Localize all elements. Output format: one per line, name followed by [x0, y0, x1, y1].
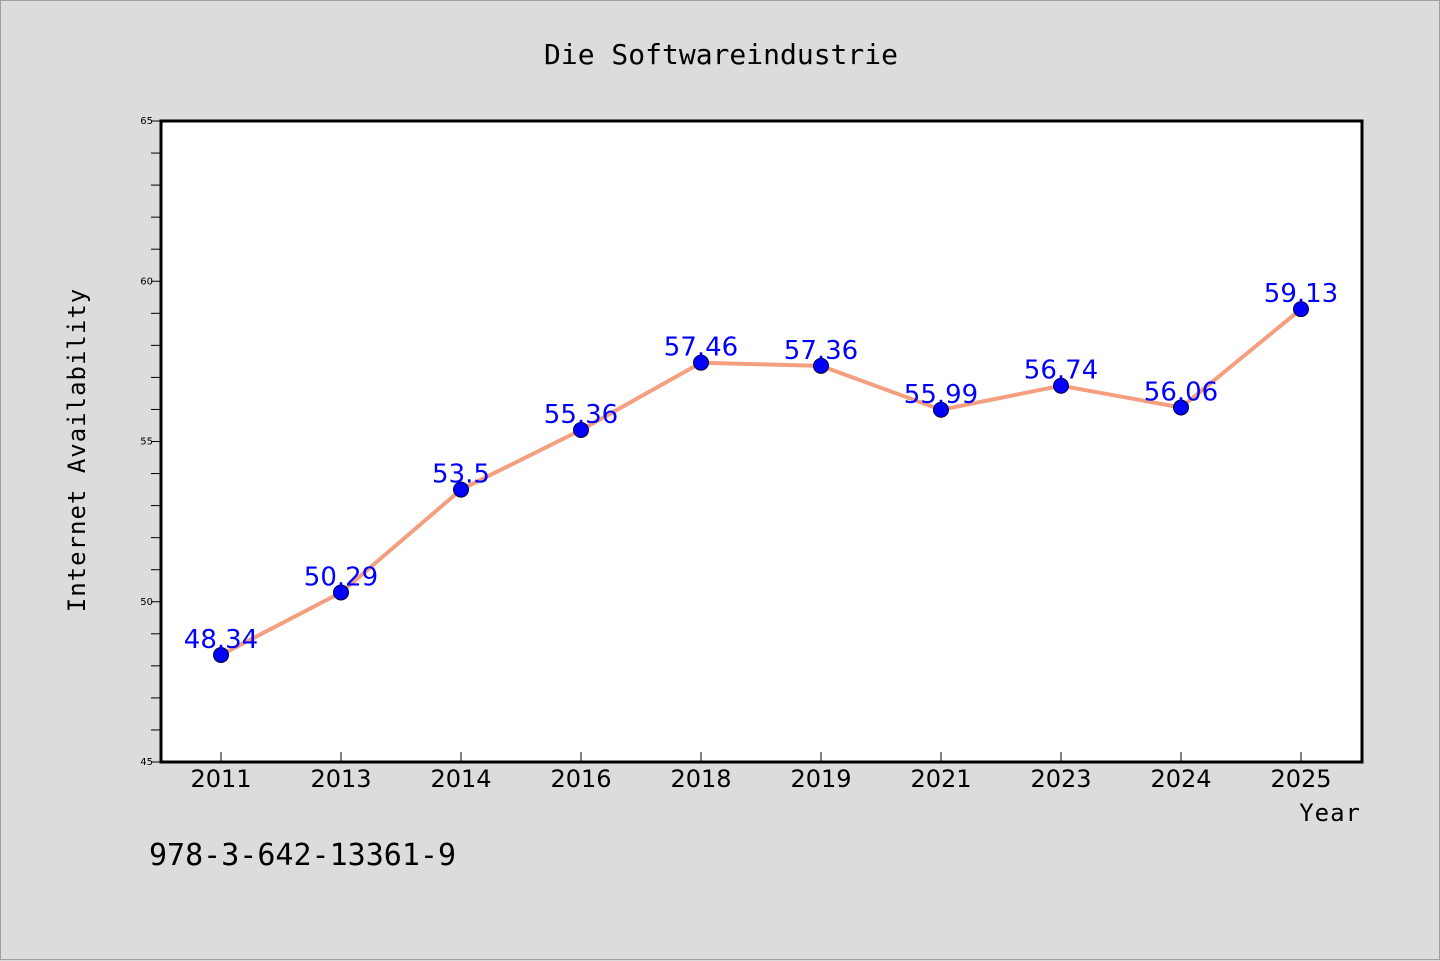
x-tick-label: 2011	[190, 765, 251, 793]
data-label: 55.36	[544, 400, 618, 430]
data-label: 56.06	[1144, 378, 1218, 408]
y-tick-label: 65	[140, 116, 153, 127]
x-tick-label: 2021	[910, 765, 971, 793]
y-tick-label: 45	[140, 757, 153, 768]
data-label: 56.74	[1024, 356, 1098, 386]
y-tick-label: 55	[140, 437, 153, 448]
data-point-marker	[213, 646, 229, 663]
series-line	[219, 307, 1303, 657]
data-label: 50.29	[304, 562, 378, 592]
y-axis-ticks	[151, 120, 161, 763]
chart-title: Die Softwareindustrie	[544, 38, 898, 71]
series-markers	[213, 301, 1309, 663]
x-axis-label: Year	[1299, 799, 1361, 827]
data-point-marker	[933, 401, 949, 418]
plot-area	[161, 121, 1362, 762]
data-point-marker	[1293, 301, 1309, 318]
data-label: 53.5	[432, 460, 490, 490]
data-label: 57.36	[784, 336, 858, 366]
y-tick-label: 60	[140, 276, 153, 287]
x-tick-label: 2019	[790, 765, 851, 793]
x-tick-label: 2024	[1150, 765, 1211, 793]
x-tick-label: 2023	[1030, 765, 1091, 793]
data-label: 48.34	[184, 625, 258, 655]
data-point-marker	[1053, 377, 1069, 394]
data-point-marker	[573, 421, 589, 438]
data-labels: 48.34 50.29 53.5 55.36 57.46 57.36 55.99 56.74 5…	[184, 279, 1338, 655]
y-axis-label: Internet Availability	[63, 288, 91, 612]
y-axis-tick-labels: 45 50 55 60 65	[140, 116, 153, 768]
x-tick-label: 2025	[1270, 765, 1331, 793]
x-axis-tick-labels: 2011 2013 2014 2016 2018 2019 2021 2023 2024 2025	[190, 765, 1331, 793]
x-tick-label: 2014	[430, 765, 491, 793]
x-axis-ticks	[220, 752, 1302, 762]
data-label: 59.13	[1264, 279, 1338, 309]
data-point-marker	[453, 481, 469, 498]
x-tick-label: 2016	[550, 765, 611, 793]
axes-frame	[159, 119, 1364, 764]
data-label: 57.46	[664, 333, 738, 363]
x-tick-label: 2013	[310, 765, 371, 793]
footer-isbn-text: 978-3-642-13361-9	[149, 838, 456, 873]
data-label: 55.99	[904, 380, 978, 410]
data-point-marker	[693, 354, 709, 371]
y-tick-label: 50	[140, 597, 153, 608]
data-point-marker	[333, 584, 349, 601]
data-point-marker	[1173, 399, 1189, 416]
data-point-marker	[813, 357, 829, 374]
x-tick-label: 2018	[670, 765, 731, 793]
